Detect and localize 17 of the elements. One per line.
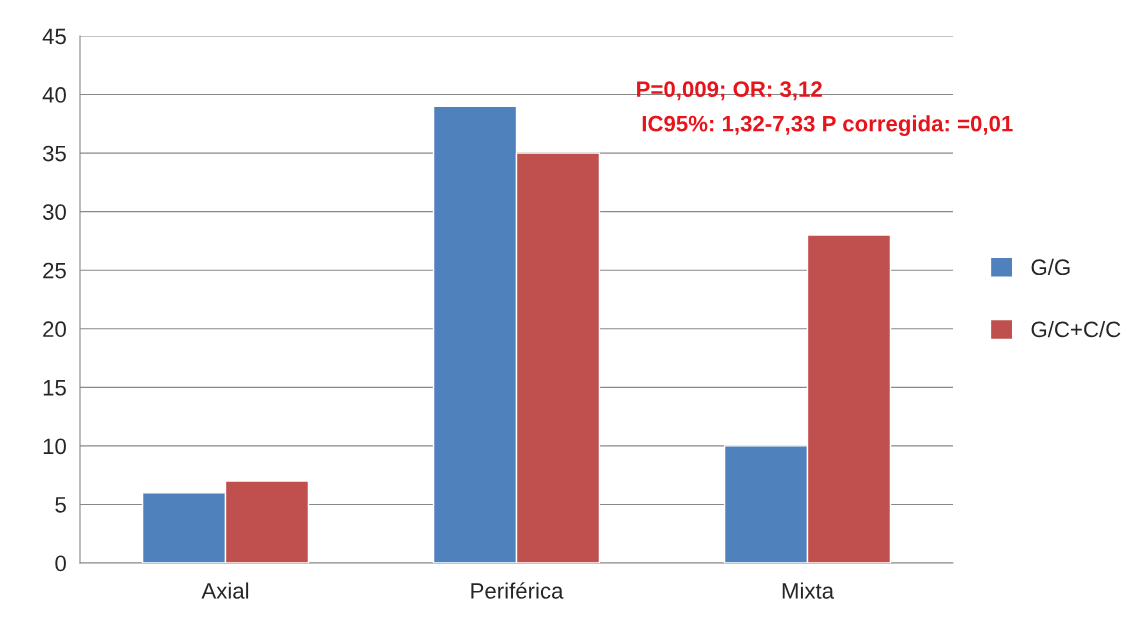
y-tick-label: 0 xyxy=(55,555,66,572)
legend-label: G/G xyxy=(1031,258,1070,276)
y-tick-label: 40 xyxy=(42,87,66,103)
x-tick-label: Periférica xyxy=(471,582,564,599)
y-tick-label: 45 xyxy=(42,28,66,45)
y-tick-label: 35 xyxy=(42,145,66,162)
y-tick-label: 15 xyxy=(43,380,66,396)
x-tick-label: Axial xyxy=(201,582,249,599)
y-tick-label: 5 xyxy=(55,497,66,513)
y-tick-label: 10 xyxy=(43,438,66,455)
annotation: IC95%: 1,32-7,33 P corregida: =0,01 xyxy=(642,115,1013,137)
annotation: P=0,009; OR: 3,12 xyxy=(637,81,822,101)
y-tick-label: 20 xyxy=(43,321,66,338)
x-tick-label: Mixta xyxy=(782,582,835,599)
y-tick-label: 25 xyxy=(43,262,66,279)
y-tick-label: 30 xyxy=(42,204,66,220)
legend-label: G/C+C/C xyxy=(1031,320,1121,338)
